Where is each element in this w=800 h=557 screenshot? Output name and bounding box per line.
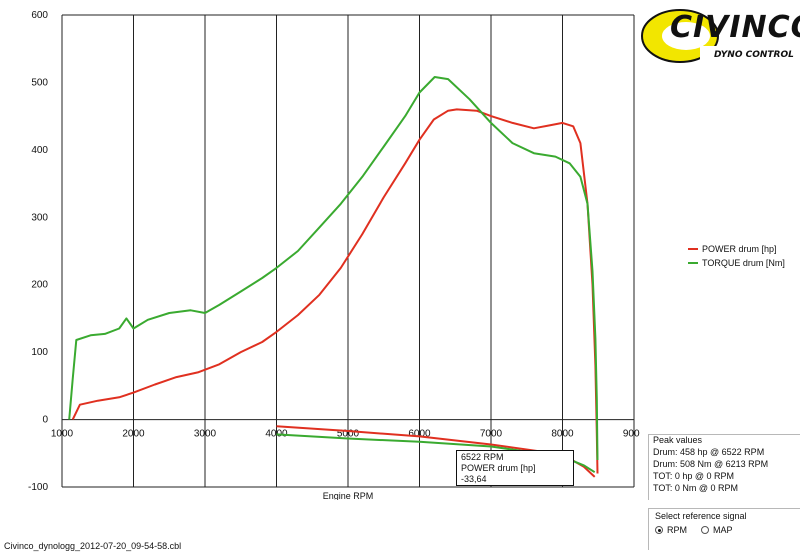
y-tick-300: 300 xyxy=(31,212,48,223)
y-tick-100: 100 xyxy=(31,347,48,358)
tail-line-0 xyxy=(276,425,596,478)
x-tick-8000: 8000 xyxy=(551,429,574,440)
x-axis-label: Engine RPM xyxy=(323,491,374,500)
x-tick-6000: 6000 xyxy=(408,429,431,440)
peak-line-drum-hp: Drum: 458 hp @ 6522 RPM xyxy=(653,447,765,457)
axes xyxy=(61,14,634,488)
x-tick-5000: 5000 xyxy=(337,429,360,440)
reference-signal-panel: Select reference signal RPM MAP xyxy=(648,508,800,550)
reference-signal-title: Select reference signal xyxy=(655,511,747,521)
peak-line-tot-nm: TOT: 0 Nm @ 0 RPM xyxy=(653,483,738,493)
y-tick-400: 400 xyxy=(31,145,48,156)
radio-map[interactable]: MAP xyxy=(701,525,733,535)
legend-label-power: POWER drum [hp] xyxy=(702,244,777,254)
y-tick--100: -100 xyxy=(28,482,48,493)
peak-values-panel: Peak values Drum: 458 hp @ 6522 RPM Drum… xyxy=(648,434,800,500)
y-tick-labels: -100 0 100 200 300 400 500 600 xyxy=(28,10,48,493)
logo-wordmark: CIVINCO xyxy=(670,10,800,45)
legend-label-torque: TORQUE drum [Nm] xyxy=(702,258,785,268)
cursor-rpm: 6522 RPM xyxy=(461,452,504,462)
radio-map-indicator[interactable] xyxy=(701,526,709,534)
chart-legend: POWER drum [hp] TORQUE drum [Nm] xyxy=(688,242,785,270)
x-tick-3000: 3000 xyxy=(194,429,217,440)
peak-line-drum-nm: Drum: 508 Nm @ 6213 RPM xyxy=(653,459,769,469)
peak-values-title: Peak values xyxy=(653,435,703,445)
log-filename: Civinco_dynologg_2012-07-20_09-54-58.cbl xyxy=(4,541,182,551)
series-lines xyxy=(68,76,599,478)
radio-rpm-label[interactable]: RPM xyxy=(667,525,687,535)
radio-map-label[interactable]: MAP xyxy=(713,525,733,535)
civinco-logo: CIVINCO DYNO CONTROL xyxy=(640,6,800,68)
legend-swatch-power xyxy=(688,248,698,250)
x-tick-1000: 1000 xyxy=(51,429,74,440)
y-tick-600: 600 xyxy=(31,10,48,21)
torque-line xyxy=(68,76,599,461)
legend-item-torque: TORQUE drum [Nm] xyxy=(688,256,785,270)
y-tick-0: 0 xyxy=(42,415,48,426)
cursor-value: -33,64 xyxy=(461,474,487,484)
tail-line-1 xyxy=(276,433,596,474)
peak-line-tot-hp: TOT: 0 hp @ 0 RPM xyxy=(653,471,734,481)
radio-rpm-indicator[interactable] xyxy=(655,526,663,534)
logo-tagline: DYNO CONTROL xyxy=(714,50,794,60)
cursor-series: POWER drum [hp] xyxy=(461,463,536,473)
x-tick-7000: 7000 xyxy=(480,429,503,440)
legend-swatch-torque xyxy=(688,262,698,264)
power-line xyxy=(71,108,599,474)
legend-item-power: POWER drum [hp] xyxy=(688,242,785,256)
cursor-readout: 6522 RPM POWER drum [hp] -33,64 xyxy=(456,450,574,486)
x-tick-9000: 9000 xyxy=(623,429,640,440)
x-tick-2000: 2000 xyxy=(122,429,145,440)
grid-lines xyxy=(133,15,635,487)
y-tick-500: 500 xyxy=(31,77,48,88)
radio-rpm[interactable]: RPM xyxy=(655,525,687,535)
y-tick-200: 200 xyxy=(31,280,48,291)
